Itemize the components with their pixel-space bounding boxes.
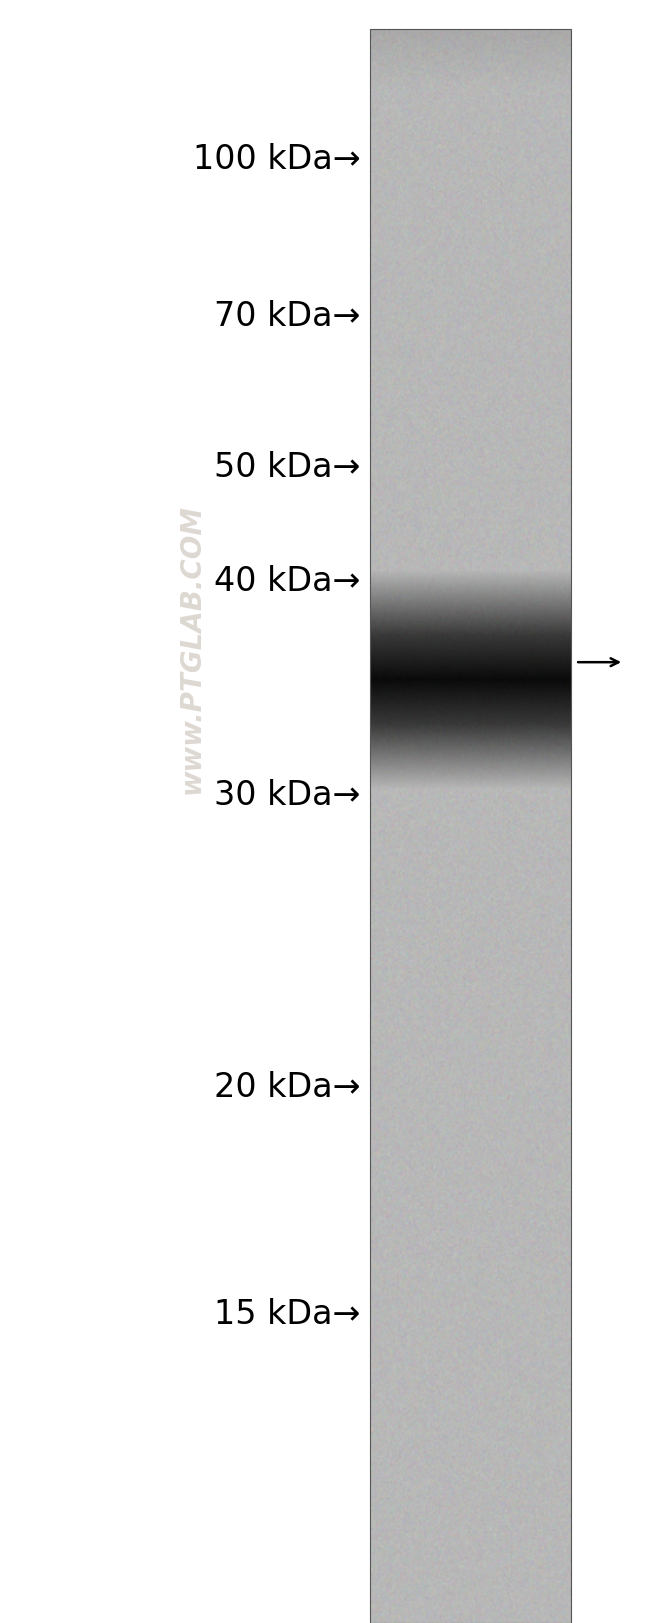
- Text: 20 kDa→: 20 kDa→: [214, 1071, 361, 1104]
- Bar: [370, 29, 571, 1623]
- Text: 50 kDa→: 50 kDa→: [214, 451, 361, 484]
- Text: 70 kDa→: 70 kDa→: [214, 300, 361, 333]
- Text: 30 kDa→: 30 kDa→: [214, 779, 361, 812]
- Text: www.PTGLAB.COM: www.PTGLAB.COM: [177, 505, 206, 794]
- Text: 15 kDa→: 15 kDa→: [214, 1298, 361, 1331]
- Text: 40 kDa→: 40 kDa→: [214, 565, 361, 597]
- Text: 100 kDa→: 100 kDa→: [193, 143, 361, 175]
